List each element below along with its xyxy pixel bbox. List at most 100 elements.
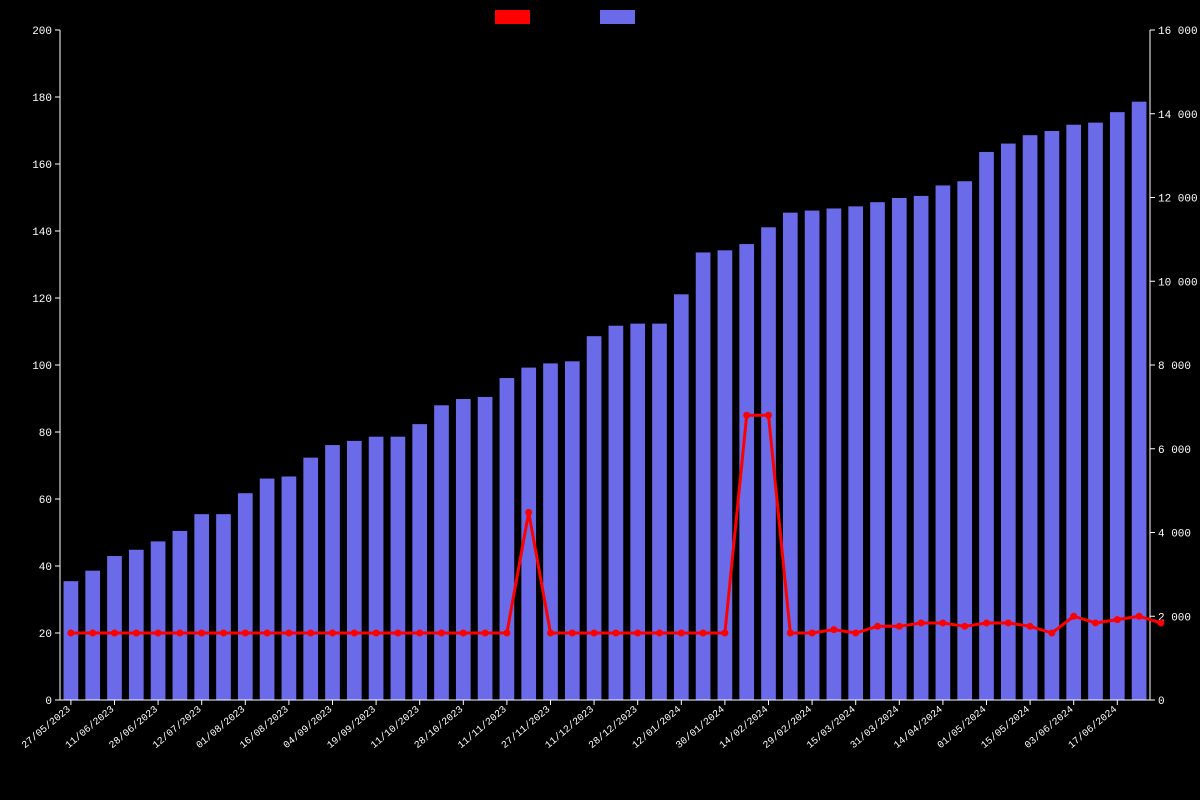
left-tick-label: 160	[32, 160, 52, 172]
line-marker	[111, 630, 118, 637]
line-marker	[220, 630, 227, 637]
bar	[652, 323, 668, 700]
bar	[216, 514, 232, 700]
line-marker	[394, 630, 401, 637]
bar	[455, 399, 471, 701]
line-marker	[1092, 619, 1099, 626]
line-marker	[896, 623, 903, 630]
line-marker	[133, 630, 140, 637]
line-marker	[547, 630, 554, 637]
bar	[412, 424, 428, 700]
right-tick-label: 14 000	[1158, 110, 1198, 122]
line-marker	[656, 630, 663, 637]
line-marker	[809, 630, 816, 637]
line-marker	[1027, 623, 1034, 630]
line-marker	[307, 630, 314, 637]
line-marker	[438, 630, 445, 637]
line-marker	[1114, 616, 1121, 623]
line-marker	[525, 509, 532, 516]
line-marker	[743, 412, 750, 419]
bar	[434, 405, 450, 700]
bar	[804, 210, 820, 700]
bar	[630, 323, 646, 700]
left-tick-label: 60	[39, 495, 52, 507]
line-marker	[416, 630, 423, 637]
right-tick-label: 8 000	[1158, 361, 1191, 373]
line-marker	[198, 630, 205, 637]
line-marker	[591, 630, 598, 637]
right-tick-label: 12 000	[1158, 194, 1198, 206]
line-marker	[264, 630, 271, 637]
bar	[63, 581, 79, 700]
line-marker	[983, 619, 990, 626]
left-tick-label: 200	[32, 26, 52, 38]
line-marker	[569, 630, 576, 637]
left-tick-label: 180	[32, 93, 52, 105]
bar	[368, 436, 384, 700]
chart-svg: 02040608010012014016018020002 0004 0006 …	[0, 0, 1200, 800]
bar	[107, 556, 123, 700]
bar	[957, 181, 973, 700]
bar	[564, 361, 580, 700]
line-marker	[351, 630, 358, 637]
legend-swatch	[600, 10, 635, 24]
line-marker	[787, 630, 794, 637]
line-marker	[482, 630, 489, 637]
bar	[608, 325, 624, 700]
left-tick-label: 40	[39, 562, 52, 574]
right-tick-label: 0	[1158, 696, 1165, 708]
line-marker	[503, 630, 510, 637]
right-tick-label: 6 000	[1158, 445, 1191, 457]
bar	[346, 440, 362, 700]
bar	[499, 378, 515, 700]
bar	[390, 436, 406, 700]
bar	[543, 363, 559, 700]
bar	[1109, 112, 1125, 700]
bar	[128, 549, 144, 700]
line-marker	[1157, 619, 1164, 626]
line-marker	[89, 630, 96, 637]
line-marker	[634, 630, 641, 637]
bar	[325, 445, 341, 700]
line-marker	[961, 623, 968, 630]
left-tick-label: 80	[39, 428, 52, 440]
dual-axis-chart: 02040608010012014016018020002 0004 0006 …	[0, 0, 1200, 800]
right-tick-label: 10 000	[1158, 277, 1198, 289]
line-marker	[155, 630, 162, 637]
line-marker	[373, 630, 380, 637]
line-marker	[830, 626, 837, 633]
legend-swatch	[495, 10, 530, 24]
line-marker	[678, 630, 685, 637]
line-marker	[460, 630, 467, 637]
bar	[1088, 122, 1104, 700]
bar	[673, 294, 689, 700]
left-tick-label: 0	[45, 696, 52, 708]
right-tick-label: 4 000	[1158, 529, 1191, 541]
bar	[477, 396, 493, 700]
left-tick-label: 20	[39, 629, 52, 641]
bar	[979, 151, 995, 700]
bar	[1022, 135, 1038, 700]
bar	[586, 336, 602, 700]
bar	[150, 541, 166, 700]
bar	[194, 514, 210, 700]
bar	[172, 530, 188, 700]
line-marker	[67, 630, 74, 637]
right-tick-label: 16 000	[1158, 26, 1198, 38]
line-marker	[242, 630, 249, 637]
line-marker	[285, 630, 292, 637]
left-tick-label: 100	[32, 361, 52, 373]
left-tick-label: 120	[32, 294, 52, 306]
line-marker	[721, 630, 728, 637]
bar	[281, 476, 297, 700]
line-marker	[918, 619, 925, 626]
line-marker	[329, 630, 336, 637]
line-marker	[1048, 630, 1055, 637]
line-marker	[700, 630, 707, 637]
line-marker	[852, 630, 859, 637]
bar	[1131, 101, 1147, 700]
line-marker	[1005, 619, 1012, 626]
left-tick-label: 140	[32, 227, 52, 239]
bar	[259, 478, 275, 700]
line-marker	[176, 630, 183, 637]
